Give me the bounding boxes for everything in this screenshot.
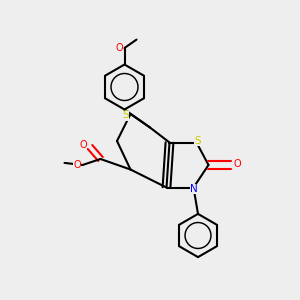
Text: O: O <box>115 43 123 53</box>
Text: O: O <box>73 160 81 170</box>
Text: N: N <box>190 184 198 194</box>
Text: O: O <box>234 159 242 170</box>
Text: S: S <box>123 110 129 121</box>
Text: O: O <box>80 140 87 150</box>
Text: S: S <box>194 136 201 146</box>
